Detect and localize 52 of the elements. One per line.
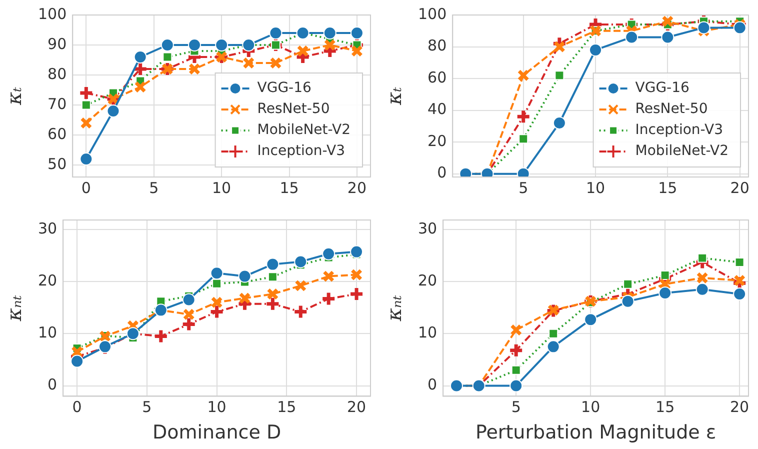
y-tick-label: 70 (48, 94, 67, 113)
x-tick-label: 20 (347, 178, 367, 197)
y-tick-label: 90 (48, 34, 67, 53)
y-tick-label: 100 (38, 4, 67, 23)
y-tick-label: 80 (48, 64, 67, 83)
x-tick-label: 10 (581, 398, 600, 416)
x-tick-label: 20 (730, 398, 750, 416)
y-axis-title: κₜ (2, 86, 26, 106)
x-tick-label: 10 (212, 178, 232, 197)
x-tick-label: 5 (149, 178, 159, 197)
x-tick-label: 0 (72, 398, 82, 416)
y-tick-label: 30 (418, 219, 438, 238)
y-axis-title: κₙₜ (382, 294, 406, 322)
y-axis-title: κₜ (382, 86, 406, 106)
x-tick-label: 15 (656, 398, 675, 416)
x-tick-label: 20 (730, 178, 750, 197)
x-tick-label: 15 (277, 398, 296, 416)
x-tick-label: 5 (142, 398, 152, 416)
y-tick-label: 40 (428, 100, 447, 118)
y-tick-label: 60 (48, 124, 67, 143)
x-tick-label: 10 (586, 178, 606, 197)
x-tick-label: 15 (658, 178, 678, 197)
legend-label: VGG-16 (635, 80, 690, 96)
x-tick-label: 5 (518, 178, 528, 197)
y-tick-label: 20 (38, 271, 58, 290)
legend-label: Inception-V3 (635, 122, 724, 138)
x-axis-title: Dominance D (152, 422, 282, 444)
x-tick-label: 10 (207, 398, 226, 416)
legend-label: MobileNet-V2 (257, 122, 351, 138)
legend-label: Inception-V3 (257, 143, 346, 160)
legend-label: ResNet-50 (257, 101, 330, 118)
legend-label: ResNet-50 (635, 101, 708, 118)
x-tick-label: 0 (81, 178, 91, 197)
y-tick-label: 50 (48, 154, 67, 173)
y-tick-label: 10 (38, 324, 58, 342)
y-tick-label: 100 (418, 4, 447, 23)
x-axis-title: Perturbation Magnitude ε (475, 422, 716, 444)
y-tick-label: 0 (48, 376, 58, 394)
y-tick-label: 30 (38, 219, 58, 238)
y-tick-label: 0 (428, 376, 438, 394)
y-tick-label: 80 (428, 36, 447, 55)
x-tick-label: 15 (280, 178, 299, 197)
x-tick-label: 5 (511, 398, 521, 416)
y-tick-label: 10 (418, 324, 438, 342)
y-tick-label: 60 (428, 68, 447, 86)
y-tick-label: 20 (418, 271, 438, 290)
x-tick-label: 20 (346, 398, 366, 416)
legend-label: VGG-16 (257, 80, 312, 96)
y-tick-label: 0 (437, 164, 447, 182)
y-tick-label: 20 (428, 132, 447, 150)
y-axis-title: κₙₜ (2, 294, 26, 322)
legend-label: MobileNet-V2 (635, 143, 729, 160)
